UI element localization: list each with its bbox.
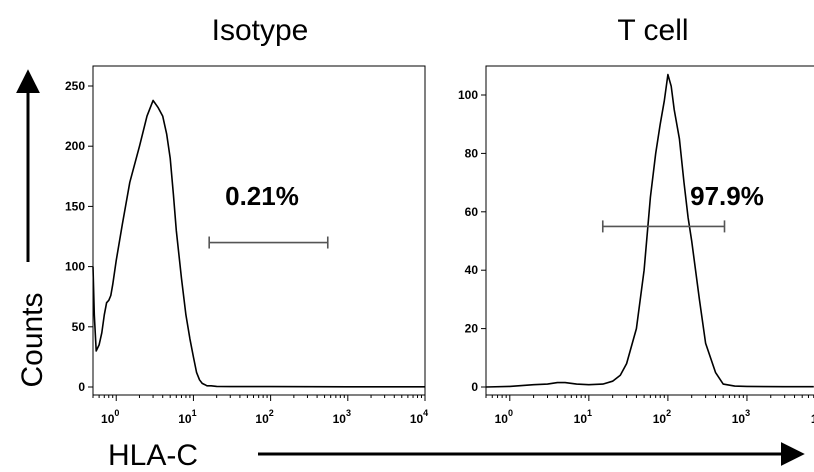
x-tick-label: 104	[410, 408, 428, 426]
x-tick-base: 10	[495, 412, 509, 426]
x-tick-base: 10	[178, 412, 192, 426]
x-tick-exponent: 2	[666, 408, 671, 418]
y-tick-label: 60	[465, 205, 479, 219]
histogram-trace	[92, 99, 425, 388]
x-tick-label: 101	[574, 408, 592, 426]
x-tick-exponent: 4	[423, 408, 428, 418]
x-tick-base: 10	[732, 412, 746, 426]
x-tick-base: 10	[410, 412, 424, 426]
x-tick-label: 102	[653, 408, 671, 426]
histogram-trace	[485, 73, 814, 388]
y-tick-label: 0	[471, 380, 478, 394]
x-tick-exponent: 0	[508, 408, 513, 418]
panel-title: T cell	[617, 14, 688, 47]
panel-t-cell: T cell 97.9% 020406080100100101102103104	[458, 14, 814, 426]
panel-title: Isotype	[212, 14, 309, 47]
y-tick-label: 150	[65, 199, 85, 213]
y-tick-label: 80	[465, 146, 479, 160]
y-tick-label: 40	[465, 263, 479, 277]
gate-percent-label: 0.21%	[225, 181, 299, 211]
y-axis-label: Counts	[16, 292, 49, 387]
y-tick-label: 100	[458, 88, 478, 102]
x-tick-base: 10	[574, 412, 588, 426]
x-tick-base: 10	[653, 412, 667, 426]
x-tick-base: 10	[101, 412, 115, 426]
x-axis-label: HLA-C	[108, 439, 198, 472]
y-tick-label: 0	[78, 380, 85, 394]
x-tick-label: 104	[811, 408, 814, 426]
plot-frame	[92, 65, 426, 396]
x-tick-exponent: 2	[269, 408, 274, 418]
x-tick-exponent: 3	[745, 408, 750, 418]
y-tick-label: 100	[65, 260, 85, 274]
y-tick-label: 20	[465, 322, 479, 336]
x-tick-exponent: 3	[346, 408, 351, 418]
y-tick-label: 250	[65, 79, 85, 93]
x-tick-exponent: 1	[587, 408, 592, 418]
x-tick-label: 102	[255, 408, 273, 426]
x-tick-label: 103	[333, 408, 351, 426]
x-tick-label: 101	[178, 408, 196, 426]
x-tick-exponent: 0	[114, 408, 119, 418]
x-tick-base: 10	[333, 412, 347, 426]
y-tick-label: 50	[72, 320, 86, 334]
x-tick-label: 103	[732, 408, 750, 426]
tick-layer: 020406080100100101102103104	[458, 88, 814, 426]
x-tick-base: 10	[255, 412, 269, 426]
data-layer	[485, 73, 814, 388]
y-tick-label: 200	[65, 139, 85, 153]
x-tick-base: 10	[811, 412, 814, 426]
plot-frame	[485, 65, 814, 396]
gate-percent-label: 97.9%	[690, 181, 764, 211]
x-tick-exponent: 1	[192, 408, 197, 418]
x-tick-label: 100	[101, 408, 119, 426]
x-tick-label: 100	[495, 408, 513, 426]
data-layer	[92, 99, 425, 388]
